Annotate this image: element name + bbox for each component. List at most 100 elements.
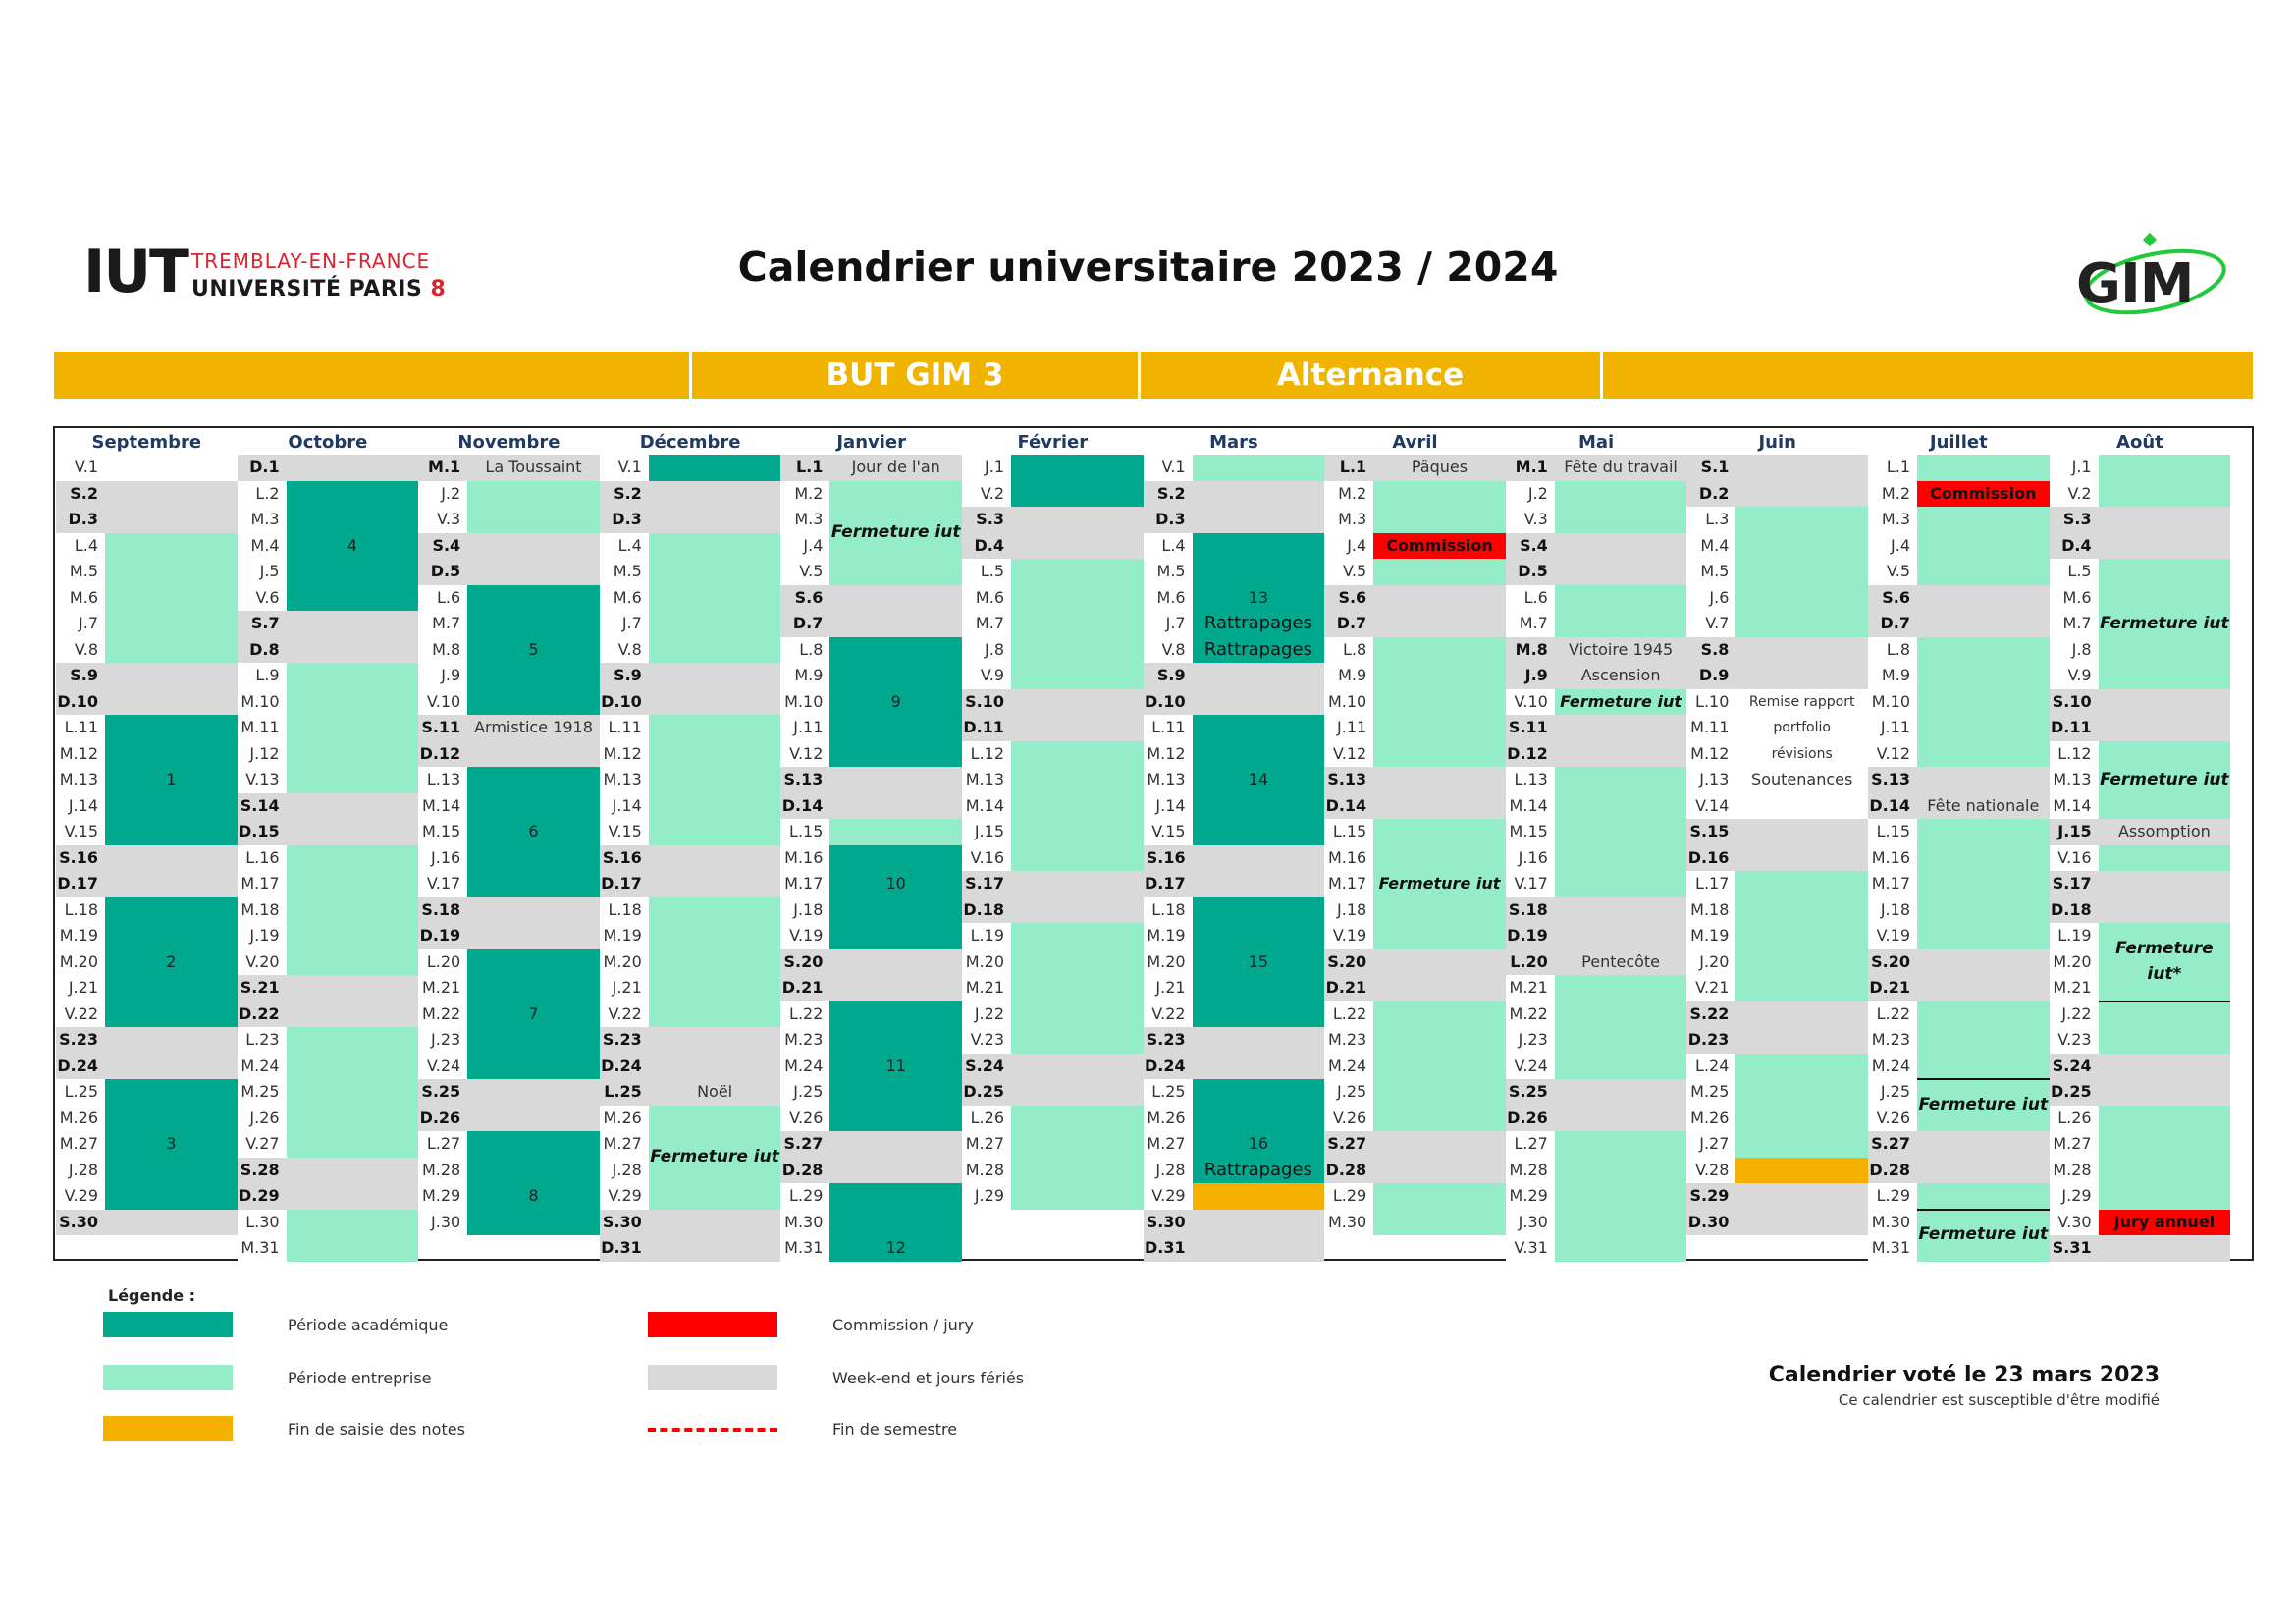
day-cell — [1917, 455, 2050, 481]
day-label: S.4 — [1505, 532, 1555, 559]
day-label: D.30 — [1686, 1209, 1736, 1235]
day-cell — [1011, 767, 1144, 793]
day-label: M.24 — [237, 1053, 287, 1079]
day-cell — [467, 559, 600, 585]
day-label: S.20 — [780, 948, 830, 975]
day-cell — [467, 636, 600, 663]
day-cell — [1735, 532, 1868, 559]
day-label: J.25 — [1324, 1079, 1374, 1106]
day-cell — [648, 923, 781, 949]
day-label: L.24 — [1686, 1053, 1736, 1079]
day-label: V.5 — [1324, 559, 1374, 585]
day-label: J.28 — [599, 1157, 649, 1183]
day-cell — [1192, 480, 1325, 507]
day-label: M.26 — [599, 1105, 649, 1131]
day-label: L.27 — [1505, 1131, 1555, 1158]
day-cell — [1011, 871, 1144, 897]
day-cell — [2098, 871, 2231, 897]
day-label: V.14 — [1686, 792, 1736, 819]
day-label: M.23 — [780, 1027, 830, 1054]
day-cell — [829, 819, 962, 845]
day-label: D.7 — [780, 611, 830, 637]
day-label: M.13 — [599, 767, 649, 793]
day-label: D.14 — [780, 792, 830, 819]
day-cell — [1735, 1079, 1868, 1106]
day-cell — [1192, 1235, 1325, 1262]
day-label: M.15 — [1505, 819, 1555, 845]
day-label: S.9 — [599, 663, 649, 689]
day-cell — [105, 792, 238, 819]
day-label: M.6 — [1143, 584, 1193, 611]
day-event: Armistice 1918 — [467, 715, 600, 741]
day-label: V.15 — [599, 819, 649, 845]
day-cell — [1192, 455, 1325, 481]
day-label: V.26 — [1324, 1105, 1374, 1131]
day-label: L.2 — [237, 480, 287, 507]
day-cell — [1373, 1131, 1506, 1158]
period-separator — [1917, 1078, 2050, 1080]
day-cell — [1917, 948, 2050, 975]
day-cell — [829, 1157, 962, 1183]
day-label: L.12 — [2049, 740, 2099, 767]
day-label: S.20 — [1324, 948, 1374, 975]
day-label: V.23 — [962, 1027, 1011, 1054]
day-label: D.12 — [418, 740, 468, 767]
day-cell — [1554, 1079, 1687, 1106]
day-cell — [648, 1027, 781, 1054]
day-label: V.20 — [237, 948, 287, 975]
day-label: S.11 — [1505, 715, 1555, 741]
day-cell — [1373, 767, 1506, 793]
day-label: V.28 — [1686, 1157, 1736, 1183]
day-cell — [105, 1157, 238, 1183]
day-event: Noël — [648, 1079, 781, 1106]
day-cell — [1373, 1027, 1506, 1054]
day-label: V.15 — [1143, 819, 1193, 845]
day-cell — [1192, 1131, 1325, 1158]
day-label: L.1 — [1324, 455, 1374, 481]
day-label: J.18 — [1324, 896, 1374, 923]
day-cell — [648, 584, 781, 611]
iut-logo-number: 8 — [430, 277, 447, 301]
day-cell — [467, 532, 600, 559]
day-cell — [286, 1209, 419, 1235]
day-event: Fermeture iut — [1554, 688, 1687, 715]
day-cell — [286, 663, 419, 689]
day-label: L.29 — [780, 1183, 830, 1210]
day-cell — [1373, 896, 1506, 923]
day-label: S.3 — [2049, 507, 2099, 533]
day-label: V.5 — [1868, 559, 1917, 585]
day-label: V.1 — [56, 455, 105, 481]
day-label: M.25 — [1686, 1079, 1736, 1106]
day-label: L.11 — [599, 715, 649, 741]
day-label: M.5 — [1686, 559, 1736, 585]
day-cell — [1735, 1131, 1868, 1158]
day-cell — [1917, 923, 2050, 949]
day-cell — [1554, 923, 1687, 949]
day-label: L.29 — [1868, 1183, 1917, 1210]
day-label: J.27 — [1686, 1131, 1736, 1158]
day-label: L.20 — [1505, 948, 1555, 975]
day-cell — [1373, 1001, 1506, 1027]
closure-block: Fermeture iut — [2098, 740, 2231, 819]
day-label: V.1 — [1143, 455, 1193, 481]
day-label: S.18 — [418, 896, 468, 923]
day-cell — [105, 1131, 238, 1158]
day-cell — [1192, 767, 1325, 793]
day-cell — [1735, 948, 1868, 975]
day-label: S.24 — [2049, 1053, 2099, 1079]
day-cell — [105, 1105, 238, 1131]
day-label: V.10 — [1505, 688, 1555, 715]
day-label: S.16 — [1143, 844, 1193, 871]
day-label: M.30 — [1324, 1209, 1374, 1235]
day-label: M.20 — [1143, 948, 1193, 975]
day-label: M.30 — [780, 1209, 830, 1235]
day-cell — [286, 1027, 419, 1054]
day-cell — [1011, 844, 1144, 871]
day-cell — [105, 507, 238, 533]
day-cell — [648, 663, 781, 689]
day-cell — [1735, 975, 1868, 1001]
day-cell — [648, 1053, 781, 1079]
day-cell — [467, 923, 600, 949]
day-label: D.10 — [1143, 688, 1193, 715]
day-cell — [286, 611, 419, 637]
